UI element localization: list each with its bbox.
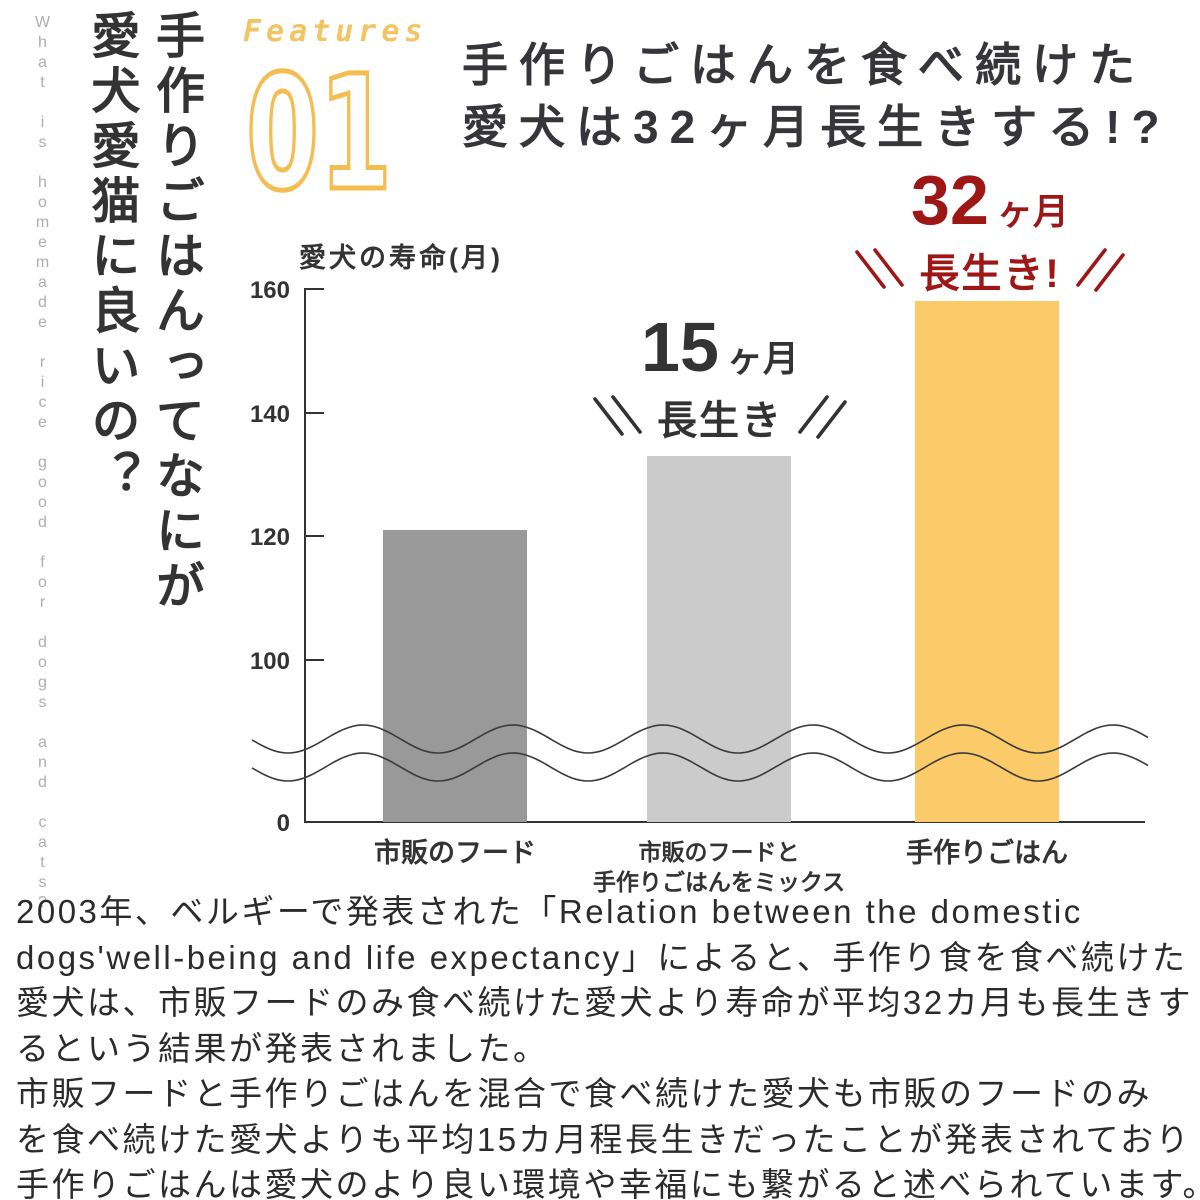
y-axis-line: [304, 288, 306, 822]
y-tick-mark: [306, 658, 324, 661]
annotation-homemade-label-row: 長生き!: [845, 241, 1135, 299]
x-axis-line: [304, 821, 1145, 823]
features-number: 01: [246, 51, 392, 226]
y-tick-label: 140: [249, 400, 290, 428]
paragraph-line: 2003年、ベルギーで発表された「Relation between the do…: [16, 893, 1083, 930]
y-tick-mark: [306, 411, 324, 414]
annotation-mix-label-row: 長生き: [575, 388, 865, 446]
x-category-label: 市販のフード: [374, 838, 536, 868]
annotation-mix-label: 長生き: [657, 399, 783, 443]
bar-2: [647, 455, 791, 822]
y-tick-mark: [306, 535, 324, 537]
page-title: 手作りごはんを食べ続けた 愛犬は32ヶ月長生きする!?: [462, 34, 1182, 158]
english-vertical-caption: What is homemade rice good for dogs and …: [34, 14, 51, 914]
body-paragraph: 2003年、ベルギーで発表された「Relation between the do…: [16, 889, 1200, 1200]
features-number-outline: 01: [244, 51, 395, 229]
vertical-headline-line2: 愛犬愛猫に良いの？: [84, 10, 139, 505]
bar-1: [383, 529, 527, 822]
y-tick-label: 0: [276, 810, 290, 837]
vertical-headline-line1: 手作りごはんってなにが: [149, 10, 203, 615]
annotation-homemade-longer-life: 32 ヶ月 長生き!: [845, 165, 1135, 299]
y-tick-label: 120: [249, 524, 290, 551]
x-category-label: 市販のフードと 手作りごはんをミックス: [592, 839, 846, 895]
annotation-homemade-label: 長生き!: [919, 252, 1061, 296]
paragraph-line: るという結果が発表されました。: [16, 1029, 549, 1067]
emphasis-slashes-right-icon: [798, 395, 847, 439]
emphasis-slashes-left-icon: [855, 248, 905, 289]
annotation-mix-longer-life: 15 ヶ月 長生き: [575, 312, 865, 446]
annotation-mix-number: 15: [641, 308, 719, 386]
y-tick-label: 160: [249, 277, 290, 304]
annotation-mix-unit: ヶ月: [726, 338, 799, 379]
paragraph-line: 愛犬は、市販フードのみ食べ続けた愛犬より寿命が平均32カ月も長生きす: [16, 984, 1194, 1021]
features-label: Features: [243, 14, 428, 49]
paragraph-line: を食べ続けた愛犬よりも平均15カ月程長生きだったことが発表されており: [16, 1120, 1192, 1158]
bar-3: [915, 301, 1059, 822]
paragraph-line: 市販フードと手作りごはんを混合で食べ続けた愛犬も市販のフードのみ: [16, 1075, 1152, 1112]
y-tick-label: 100: [249, 647, 290, 675]
emphasis-slashes-left-icon: [593, 395, 642, 436]
vertical-headline: 手作りごはんってなにが 愛犬愛猫に良いの？: [76, 10, 208, 650]
x-category-label: 手作りごはん: [906, 838, 1068, 868]
page-title-line2: 愛犬は32ヶ月長生きする!?: [462, 101, 1171, 153]
paragraph-line: 手作りごはんは愛犬のより良い環境や幸福にも繋がると述べられています。: [16, 1166, 1200, 1200]
y-axis-label: 愛犬の寿命(月): [299, 243, 503, 273]
emphasis-slashes-right-icon: [1075, 248, 1125, 292]
annotation-mix-value: 15 ヶ月: [575, 312, 865, 382]
page-title-line1: 手作りごはんを食べ続けた: [462, 39, 1146, 91]
annotation-homemade-number: 32: [911, 161, 989, 239]
paragraph-line: dogs'well-being and life expectancy」によると…: [16, 938, 1188, 976]
annotation-homemade-unit: ヶ月: [996, 191, 1069, 232]
y-tick-mark: [306, 288, 324, 290]
annotation-homemade-value: 32 ヶ月: [845, 165, 1135, 235]
